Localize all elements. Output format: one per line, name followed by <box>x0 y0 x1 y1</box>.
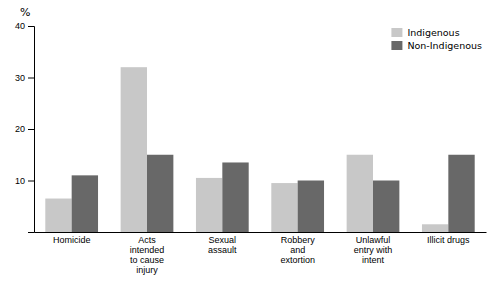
x-tick: Sexualassault <box>208 235 237 255</box>
bar <box>147 155 173 232</box>
y-axis-line <box>28 27 35 233</box>
chart: 10 20 30 40 Homicide Actsintendedto causeinju… <box>0 0 496 284</box>
bar <box>448 155 474 232</box>
bar <box>72 175 98 232</box>
legend-label: Indigenous <box>407 27 459 38</box>
y-tick-mark <box>28 26 34 27</box>
x-axis: Homicide Actsintendedto causeinjury Sexual… <box>35 233 487 276</box>
x-axis-line <box>35 232 487 233</box>
x-tick-label: Homicide <box>53 235 91 245</box>
bar <box>422 224 448 232</box>
x-tick: Robberyandextortion <box>280 235 315 265</box>
x-tick: Homicide <box>53 235 91 245</box>
x-tick: Illicit drugs <box>427 235 470 245</box>
bar <box>373 181 399 233</box>
y-tick-mark <box>28 181 34 182</box>
x-tick: Unlawfulentry withintent <box>354 235 393 265</box>
y-tick: 10 <box>15 176 34 186</box>
y-tick: 40 <box>15 21 34 31</box>
y-tick: 30 <box>15 73 34 83</box>
y-tick: 20 <box>15 124 34 134</box>
legend-swatch <box>391 41 402 50</box>
x-tick-label: Actsintendedto causeinjury <box>130 235 165 275</box>
bar <box>347 155 373 232</box>
bar <box>222 162 248 232</box>
x-tick-label: Robberyandextortion <box>280 235 315 265</box>
y-axis: 10 20 30 40 <box>15 21 35 232</box>
bar <box>298 181 324 233</box>
bars <box>45 67 474 232</box>
y-tick-mark <box>28 78 34 79</box>
bar <box>271 183 297 232</box>
bar <box>121 67 147 232</box>
y-tick-mark <box>28 129 34 130</box>
bar <box>196 178 222 232</box>
y-tick-label: 30 <box>15 73 25 83</box>
x-tick-label: Unlawfulentry withintent <box>354 235 393 265</box>
legend-item: Indigenous <box>391 27 459 38</box>
bar <box>45 199 71 232</box>
legend: Indigenous Non-Indigenous <box>391 27 482 51</box>
legend-item: Non-Indigenous <box>391 40 482 51</box>
plot: 10 20 30 40 Homicide Actsintendedto causeinju… <box>15 21 487 275</box>
legend-swatch <box>391 28 402 37</box>
series <box>45 67 448 232</box>
x-tick-label: Illicit drugs <box>427 235 470 245</box>
legend-label: Non-Indigenous <box>407 40 482 51</box>
x-tick: Actsintendedto causeinjury <box>130 235 165 275</box>
series <box>72 155 475 232</box>
y-tick-label: 10 <box>15 176 25 186</box>
y-tick-label: 40 <box>15 21 25 31</box>
y-axis-title: % <box>20 6 30 19</box>
y-tick-label: 20 <box>15 124 25 134</box>
x-tick-label: Sexualassault <box>208 235 237 255</box>
